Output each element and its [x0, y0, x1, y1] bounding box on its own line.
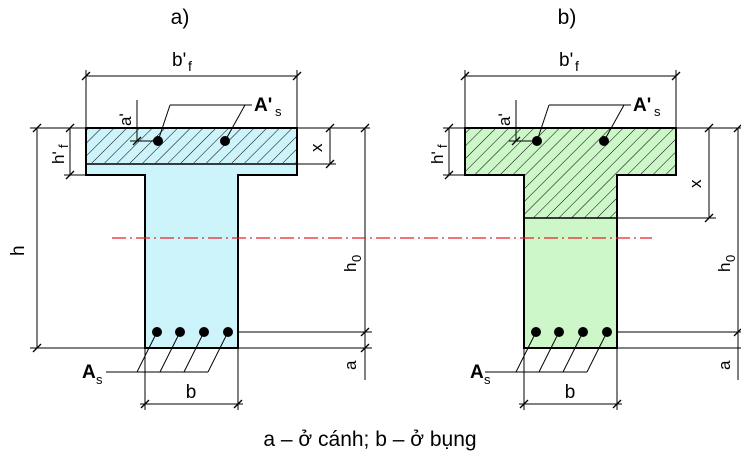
panel-a-web-width-label: b [186, 382, 197, 403]
panel-b-flange-width-label: b' [559, 50, 573, 71]
panel-b-flange-width-sub: f [575, 58, 579, 74]
panel-a-total-height-label: h [8, 245, 29, 256]
panel-a-bottom-rebar-label: A [82, 362, 96, 383]
panel-b-label: b) [558, 6, 577, 29]
panel-b: b) A' s A s b' f [428, 6, 741, 410]
panel-a-compression-depth-label: x [307, 143, 326, 152]
panel-b-cover-bottom-label: a [715, 360, 734, 370]
panel-b-top-rebar-sub: s [654, 104, 661, 119]
panel-b-bottom-rebar-sub: s [484, 372, 491, 387]
panel-a-top-rebar-label: A' [254, 95, 272, 116]
figure-caption: a – ở cánh; b – ở bụng [263, 428, 476, 451]
panel-a-compression-zone [87, 129, 296, 163]
panel-b-bottom-rebar-label: A [470, 362, 484, 383]
panel-b-compression-depth-label: x [686, 179, 705, 188]
panel-b-flange-height-sub: f [435, 144, 450, 148]
panel-a-flange-width-label: b' [172, 50, 186, 71]
panel-a-flange-height-label: h' [49, 151, 68, 164]
panel-a: a) A' s A s b' f [8, 6, 372, 410]
panel-b-top-rebar-label: A' [633, 95, 651, 116]
panel-b-cover-top-label: a' [495, 113, 514, 126]
panel-a-effective-height-label: h [341, 263, 360, 272]
panel-b-effective-height-label: h [715, 263, 734, 272]
panel-a-effective-height-sub: 0 [349, 255, 364, 262]
panel-a-label: a) [171, 6, 190, 29]
panel-b-web-width-label: b [565, 382, 576, 403]
panel-a-flange-height-sub: f [56, 144, 71, 148]
panel-b-compression-zone [466, 129, 675, 218]
panel-b-flange-height-label: h' [428, 151, 447, 164]
panel-a-bottom-rebar-sub: s [96, 372, 103, 387]
panel-a-cover-bottom-label: a [341, 360, 360, 370]
panel-b-effective-height-sub: 0 [723, 255, 738, 262]
panel-a-top-rebar-sub: s [275, 104, 282, 119]
panel-a-flange-width-sub: f [188, 58, 192, 74]
panel-a-cover-top-label: a' [116, 113, 135, 126]
